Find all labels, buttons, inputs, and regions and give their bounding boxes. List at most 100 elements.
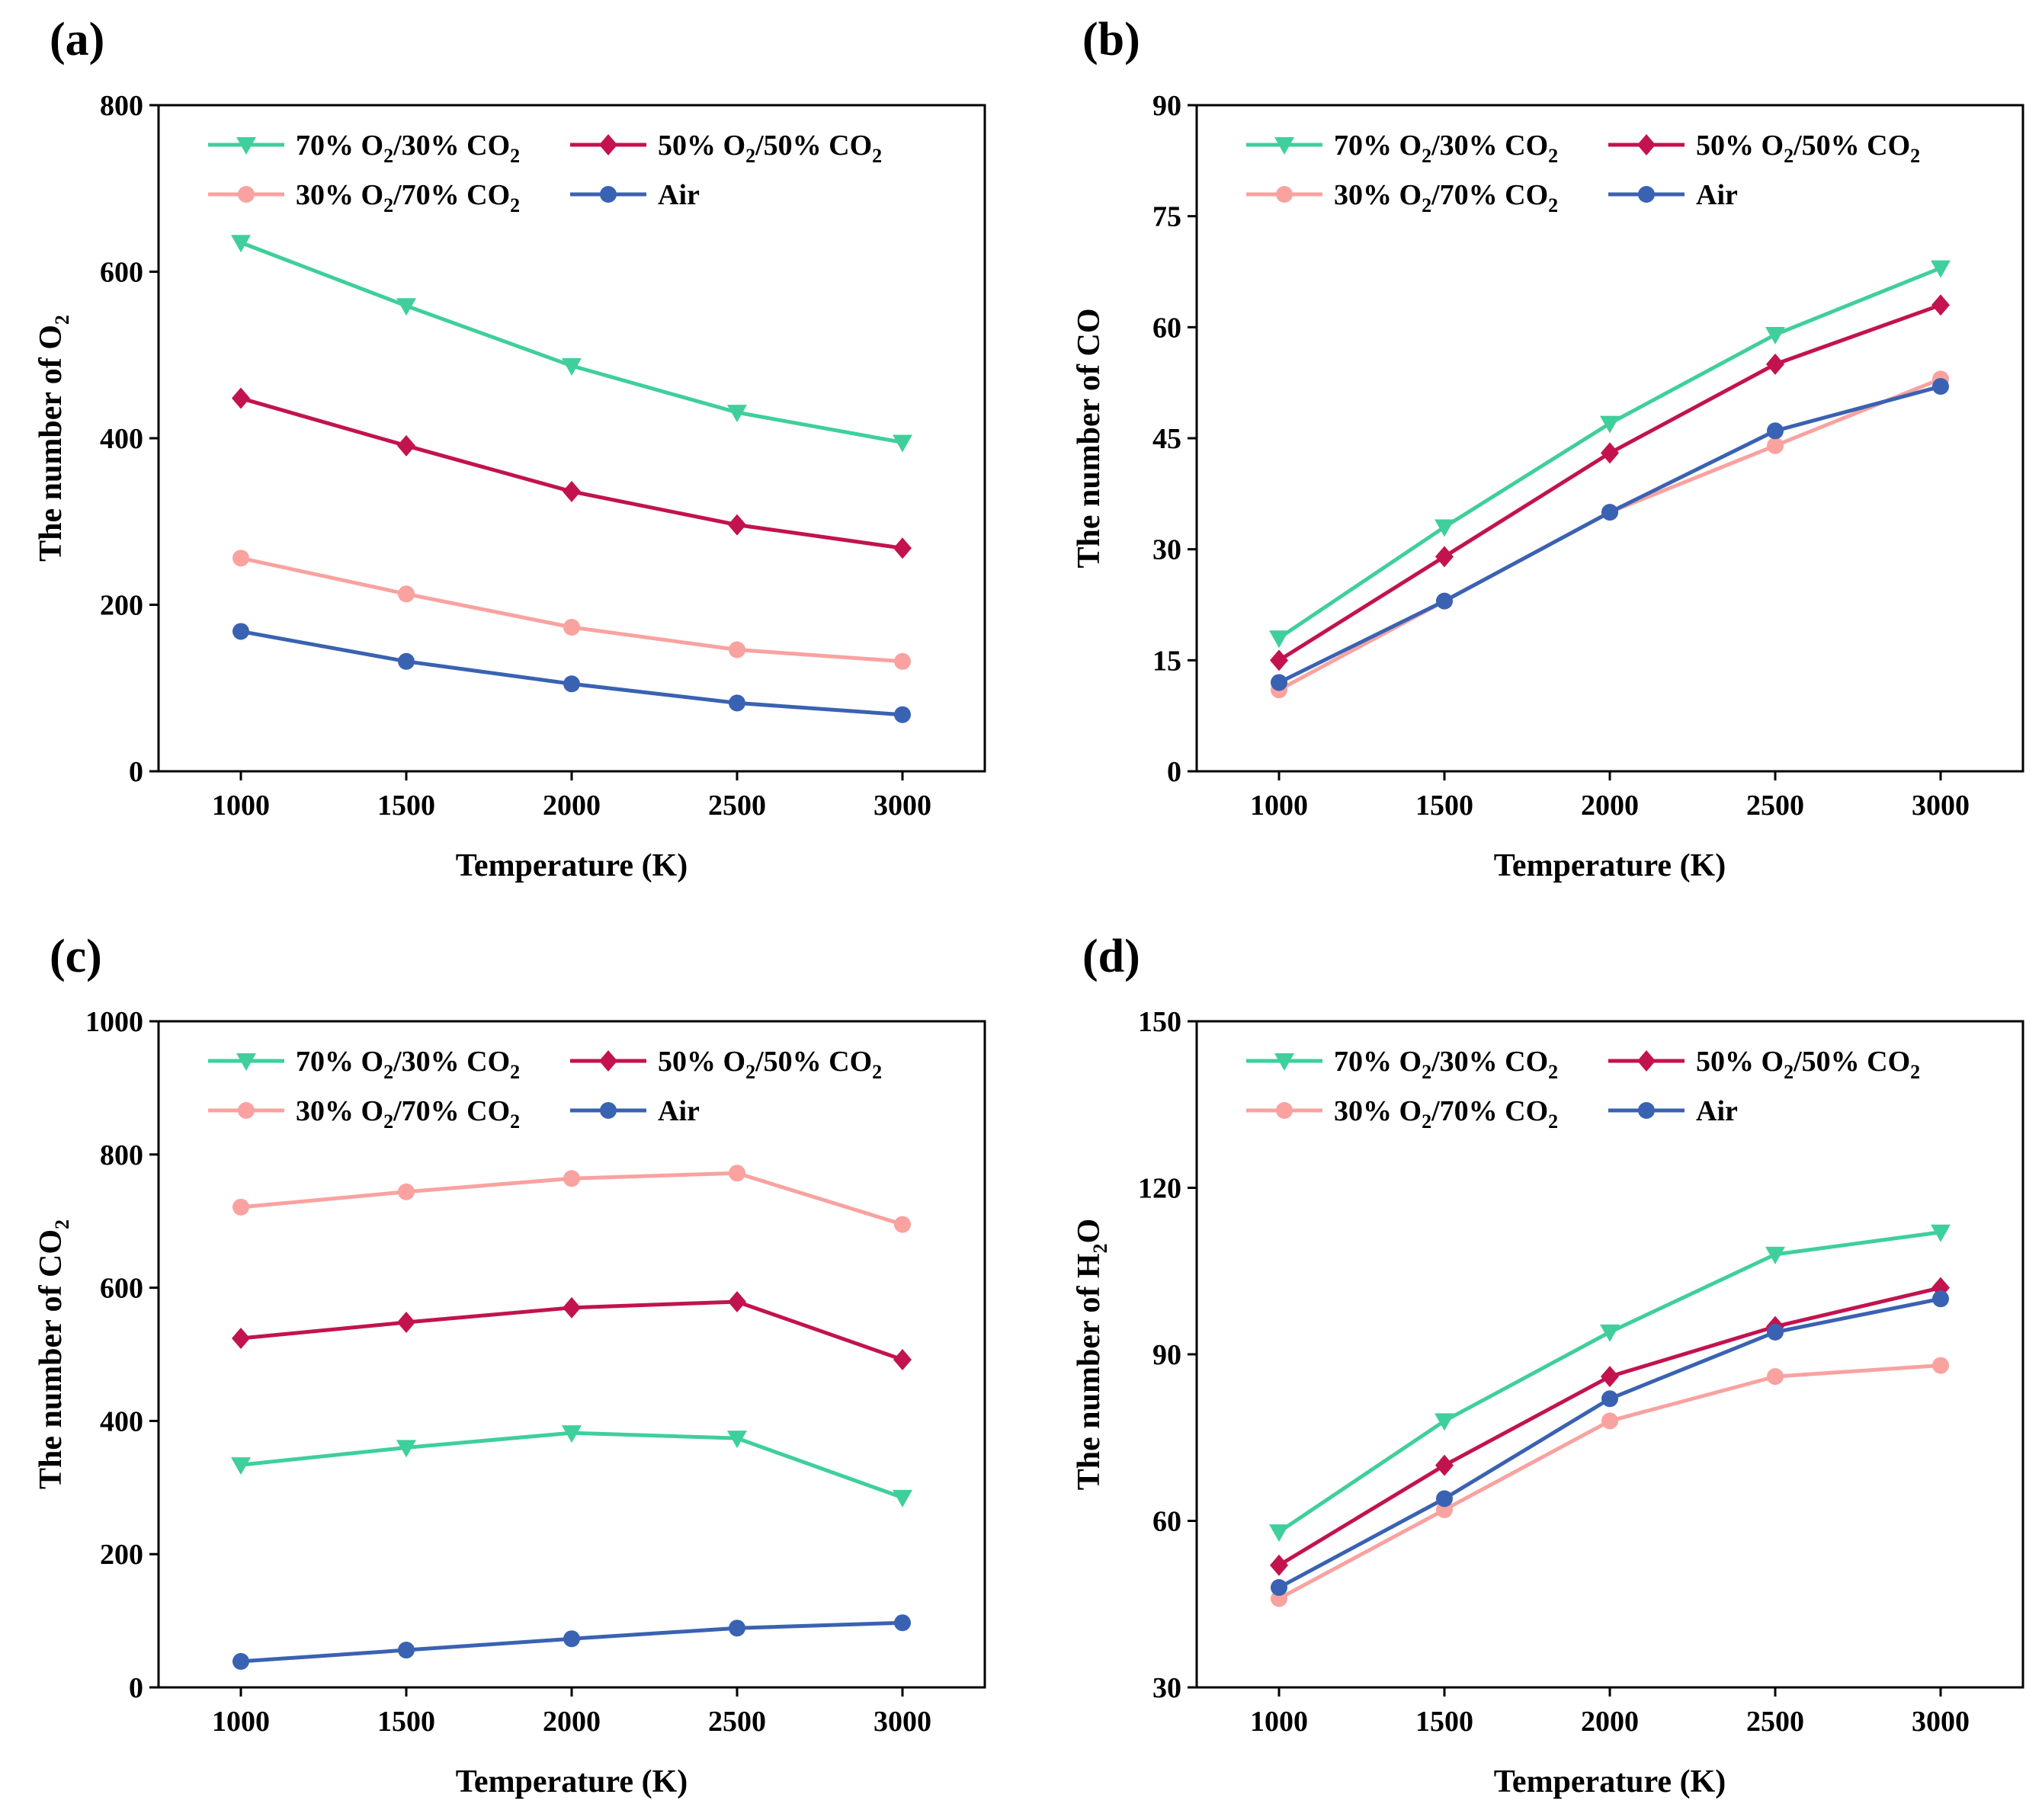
legend-label: 30% O2/70% CO2 (296, 179, 520, 216)
data-point (1932, 1357, 1949, 1374)
y-tick-label: 0 (129, 1672, 143, 1704)
x-axis-title: Temperature (K) (456, 1764, 688, 1799)
data-point (728, 514, 746, 536)
data-point (1765, 1246, 1785, 1264)
y-tick-label: 90 (1152, 90, 1181, 122)
y-tick-label: 800 (100, 1139, 143, 1171)
data-point (1269, 1524, 1289, 1543)
x-tick-label: 3000 (874, 1706, 931, 1738)
data-point (563, 618, 580, 636)
data-point (231, 1457, 251, 1476)
data-point (232, 387, 250, 409)
x-tick-label: 2500 (708, 1706, 766, 1738)
data-point (563, 1630, 580, 1648)
legend-label: 70% O2/30% CO2 (1334, 1046, 1558, 1083)
data-point (894, 1614, 911, 1632)
data-point (728, 1290, 746, 1312)
data-point (1931, 1224, 1951, 1242)
x-tick-label: 1500 (1415, 790, 1473, 822)
y-tick-label: 0 (1167, 756, 1181, 788)
data-point (727, 405, 747, 423)
x-axis-title: Temperature (K) (1494, 1764, 1726, 1799)
data-point (1932, 378, 1949, 396)
data-point (1600, 415, 1620, 434)
y-tick-label: 1000 (85, 1006, 143, 1038)
legend-marker (600, 186, 617, 203)
data-point (232, 1328, 250, 1350)
data-point (397, 1312, 415, 1334)
x-tick-label: 3000 (874, 790, 931, 822)
y-tick-label: 400 (100, 1405, 143, 1437)
data-point (1435, 1454, 1454, 1476)
x-axis-title: Temperature (K) (1494, 848, 1726, 883)
legend-item-o2-70: 70% O2/30% CO2 (1246, 1046, 1558, 1083)
data-point (1601, 1412, 1618, 1430)
y-tick-label: 30 (1152, 1672, 1181, 1704)
legend-item-o2-50: 50% O2/50% CO2 (570, 130, 882, 167)
data-point (729, 1165, 745, 1182)
y-tick-label: 600 (100, 257, 143, 289)
legend-marker (1637, 1050, 1656, 1072)
data-point (893, 434, 912, 453)
legend-marker (1274, 137, 1294, 155)
chart-panel-d: (d) 30 60 90 120 150 1000 1500 2000 2500 3000 Tempe… (1072, 931, 2024, 1799)
chart-panel-a: (a) 0 200 400 600 800 1000 1500 2000 2500 3000 Temp… (34, 14, 986, 883)
series-air (1271, 378, 1949, 691)
legend-marker (1638, 186, 1655, 203)
y-tick-label: 60 (1152, 1506, 1181, 1538)
panel-label: (d) (1082, 931, 1140, 982)
data-point (893, 1489, 912, 1508)
legend-label: 70% O2/30% CO2 (1334, 130, 1558, 167)
data-point (1767, 1323, 1784, 1341)
legend-item-air: Air (570, 1095, 700, 1127)
data-point (1601, 442, 1619, 464)
legend-label: 30% O2/70% CO2 (296, 1095, 520, 1133)
legend-label: 70% O2/30% CO2 (296, 130, 520, 167)
series-air (1271, 1290, 1949, 1596)
y-axis-title: The number of O2 (34, 315, 73, 562)
legend-marker (238, 186, 255, 203)
data-point (563, 480, 581, 502)
data-point (398, 585, 415, 603)
legend-marker (236, 137, 256, 155)
y-tick-label: 45 (1152, 423, 1181, 455)
legend-marker (600, 1102, 617, 1119)
legend-label: 50% O2/50% CO2 (658, 1046, 882, 1083)
data-point (893, 537, 912, 559)
data-point (232, 1652, 249, 1670)
data-point (1931, 260, 1951, 278)
y-tick-label: 60 (1152, 312, 1181, 344)
legend-marker (1276, 1102, 1293, 1119)
legend-marker (599, 1050, 617, 1072)
legend: 70% O2/30% CO2 50% O2/50% CO2 30% O2/70% C… (208, 1046, 882, 1133)
data-point (1931, 294, 1950, 316)
series-air (232, 623, 911, 723)
legend-label: 50% O2/50% CO2 (1696, 130, 1920, 167)
legend-marker (1637, 134, 1656, 155)
data-point (1932, 1290, 1949, 1308)
legend-item-o2-30: 30% O2/70% CO2 (208, 1095, 520, 1133)
y-tick-label: 30 (1152, 534, 1181, 566)
data-point (563, 675, 580, 693)
legend-item-o2-70: 70% O2/30% CO2 (208, 130, 520, 167)
data-point (1766, 353, 1784, 375)
series-o2-70 (1269, 1224, 1951, 1543)
legend: 70% O2/30% CO2 50% O2/50% CO2 30% O2/70% C… (208, 130, 882, 216)
data-point (1435, 519, 1454, 537)
data-point (396, 1440, 416, 1458)
x-tick-label: 2500 (1746, 1706, 1804, 1738)
legend-item-o2-50: 50% O2/50% CO2 (1608, 130, 1920, 167)
series-o2-30 (232, 550, 911, 670)
legend: 70% O2/30% CO2 50% O2/50% CO2 30% O2/70% C… (1246, 130, 1920, 216)
plot-frame (157, 104, 986, 773)
x-tick-label: 1000 (1250, 1706, 1308, 1738)
legend-item-o2-70: 70% O2/30% CO2 (208, 1046, 520, 1083)
x-tick-label: 2000 (543, 790, 601, 822)
data-point (1767, 1368, 1784, 1386)
x-tick-label: 1000 (212, 1706, 270, 1738)
chart-panel-c: (c) 0 200 400 600 800 1000 1000 1500 2000 2500 3000… (34, 931, 986, 1799)
y-axis-title: The number of H2O (1072, 1219, 1111, 1490)
legend-item-o2-50: 50% O2/50% CO2 (570, 1046, 882, 1083)
data-point (894, 1216, 911, 1233)
series-line (240, 240, 903, 444)
